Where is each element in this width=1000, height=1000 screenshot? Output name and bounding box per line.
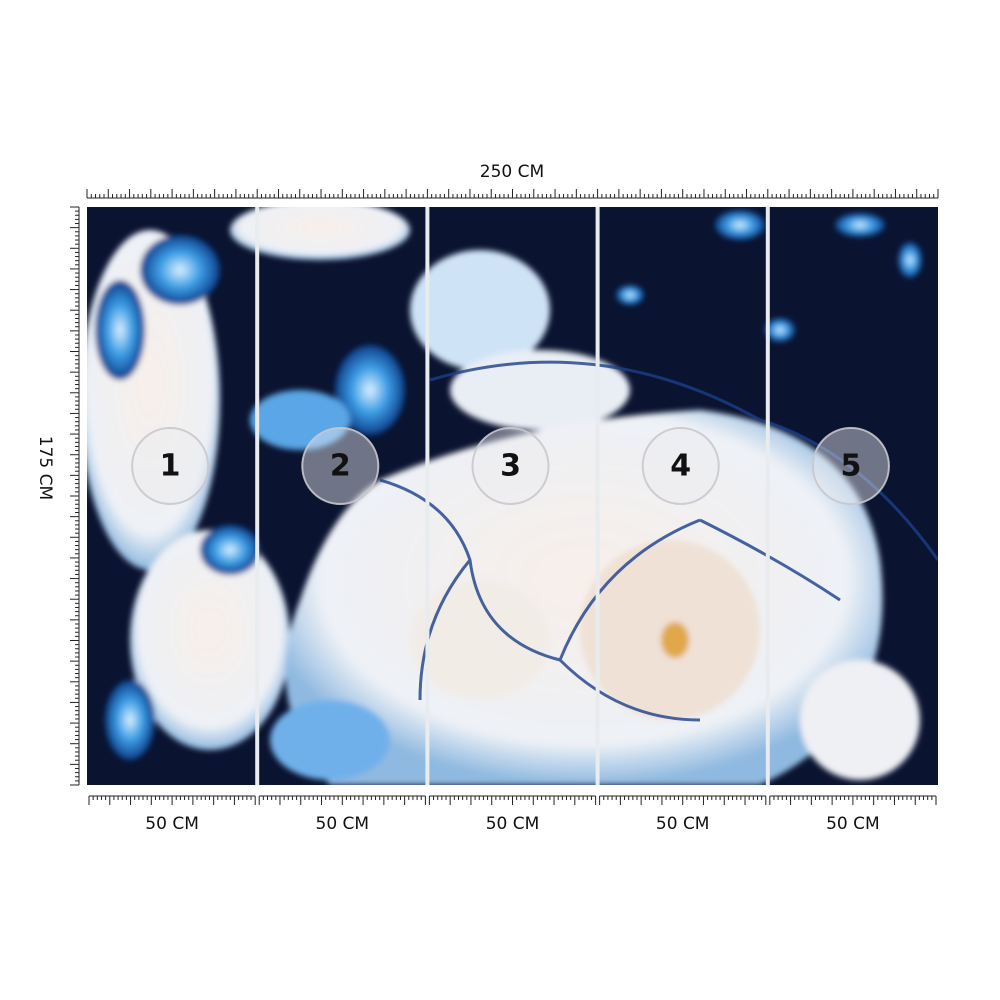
panel-divider xyxy=(425,207,430,785)
panel-number-badge xyxy=(471,427,550,505)
panel-number-badge xyxy=(811,427,890,505)
panel-number: 2 xyxy=(330,449,351,484)
width-label: 250 CM xyxy=(480,162,544,182)
mural-artwork xyxy=(87,207,938,785)
panel-divider xyxy=(765,207,770,785)
height-label: 175 CM xyxy=(35,436,55,500)
panel-number-badge xyxy=(641,427,720,505)
panel-width-label: 50 CM xyxy=(316,814,370,834)
panel-number-badge xyxy=(301,427,380,505)
panel-divider xyxy=(255,207,260,785)
panel-width-label: 50 CM xyxy=(145,814,199,834)
panel-number-badge xyxy=(131,427,210,505)
panel-number: 5 xyxy=(840,449,861,484)
panel-number: 1 xyxy=(160,449,181,484)
rulers xyxy=(70,189,939,805)
panel-divider xyxy=(595,207,600,785)
panel-number: 4 xyxy=(670,449,691,484)
panel-number: 3 xyxy=(500,449,521,484)
panel-dividers xyxy=(255,207,770,785)
panel-width-label: 50 CM xyxy=(656,814,710,834)
panel-width-label: 50 CM xyxy=(486,814,540,834)
panel-width-label: 50 CM xyxy=(826,814,880,834)
